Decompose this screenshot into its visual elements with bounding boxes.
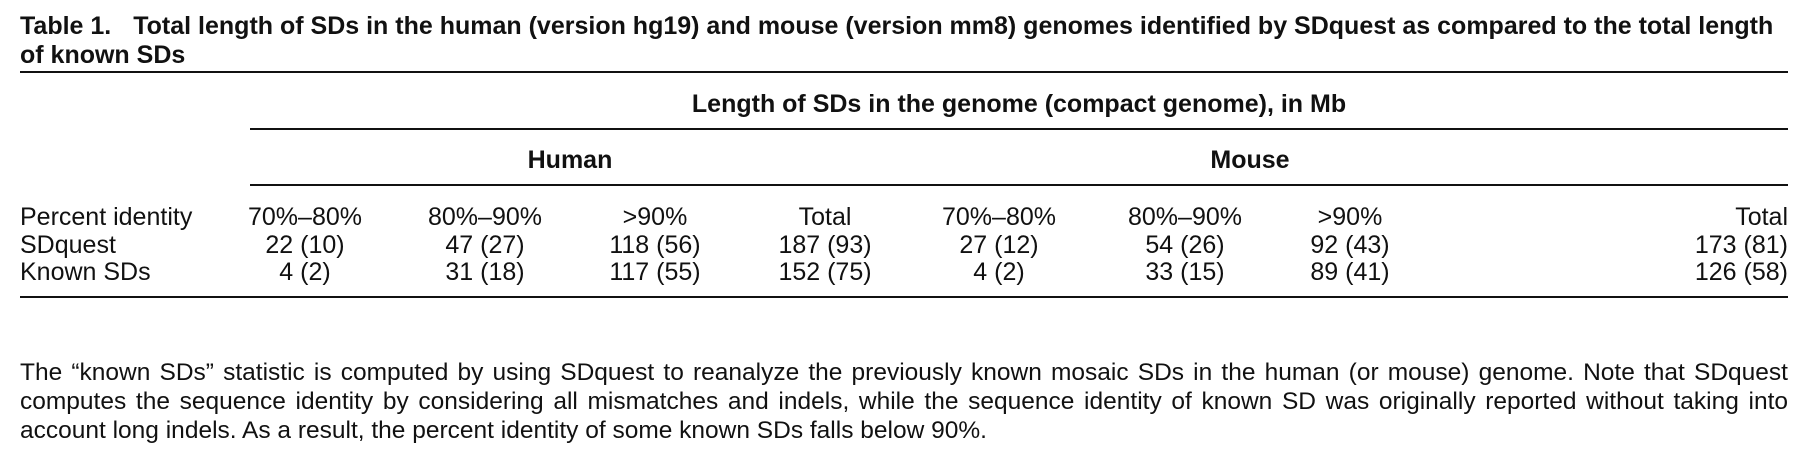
table-cell: 118 (56) bbox=[609, 231, 701, 259]
spanner-header: Length of SDs in the genome (compact gen… bbox=[691, 90, 1347, 118]
col-header: Total bbox=[798, 203, 852, 231]
col-header: 70%–80% bbox=[942, 203, 1056, 231]
table-cell: 31 (18) bbox=[445, 258, 525, 286]
table-cell: 126 (58) bbox=[1694, 258, 1788, 286]
col-header: 80%–90% bbox=[428, 203, 542, 231]
row-label-sdquest: SDquest bbox=[20, 231, 116, 259]
group-header-mouse: Mouse bbox=[1210, 146, 1290, 174]
row-label-known-sds: Known SDs bbox=[20, 258, 151, 286]
group-rule bbox=[250, 184, 1788, 186]
table-cell: 27 (12) bbox=[959, 231, 1039, 259]
col-header: 70%–80% bbox=[248, 203, 362, 231]
table-cell: 117 (55) bbox=[609, 258, 701, 286]
table-cell: 54 (26) bbox=[1145, 231, 1225, 259]
table-caption: Table 1. Total length of SDs in the human… bbox=[20, 12, 1782, 70]
col-header: Total bbox=[1735, 203, 1788, 231]
table-cell: 152 (75) bbox=[778, 258, 872, 286]
table-cell: 22 (10) bbox=[265, 231, 345, 259]
table-label: Table 1. bbox=[20, 12, 112, 40]
group-header-human: Human bbox=[527, 146, 613, 174]
top-rule bbox=[20, 71, 1788, 73]
table-cell: 33 (15) bbox=[1145, 258, 1225, 286]
row-header-percent-identity: Percent identity bbox=[20, 203, 193, 231]
col-header: >90% bbox=[622, 203, 688, 231]
col-header: 80%–90% bbox=[1128, 203, 1242, 231]
table-footnote: The “known SDs” statistic is computed by… bbox=[20, 359, 1788, 444]
table-cell: 173 (81) bbox=[1694, 231, 1788, 259]
bottom-rule bbox=[20, 296, 1788, 298]
spanner-rule bbox=[250, 128, 1788, 130]
table-cell: 89 (41) bbox=[1310, 258, 1390, 286]
table-cell: 4 (2) bbox=[973, 258, 1025, 286]
table-cell: 4 (2) bbox=[279, 258, 331, 286]
table-cell: 47 (27) bbox=[445, 231, 525, 259]
table-cell: 187 (93) bbox=[778, 231, 872, 259]
table-cell: 92 (43) bbox=[1310, 231, 1390, 259]
col-header: >90% bbox=[1317, 203, 1383, 231]
table-title: Total length of SDs in the human (versio… bbox=[20, 12, 1774, 69]
